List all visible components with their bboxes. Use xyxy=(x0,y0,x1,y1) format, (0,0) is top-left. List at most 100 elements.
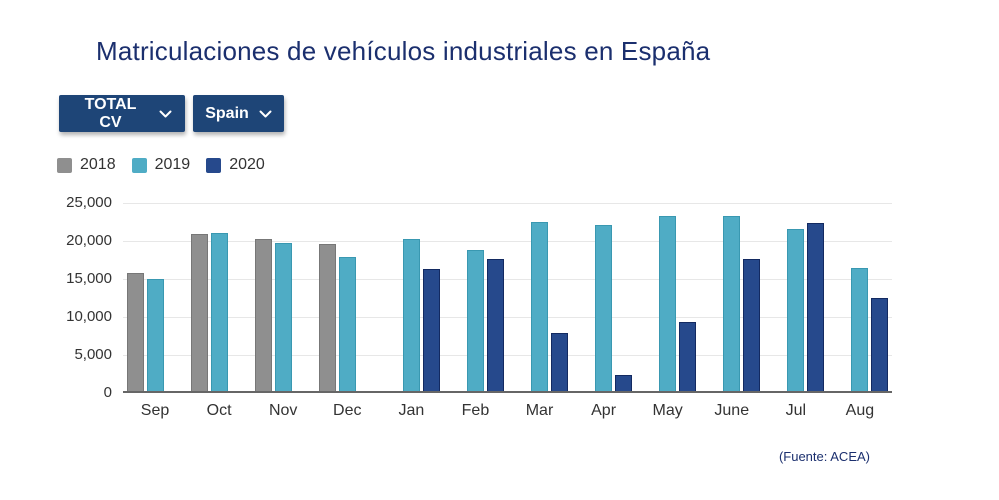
bar-2018-Dec[interactable] xyxy=(318,244,336,393)
country-dropdown-label: Spain xyxy=(205,104,249,122)
x-axis-labels: Sep Oct Nov Dec Jan Feb Mar Apr May June Jul Aug xyxy=(123,402,892,420)
bar-slot xyxy=(383,203,400,393)
bar-2019-June[interactable] xyxy=(723,215,741,393)
bar-group-Feb xyxy=(443,203,507,393)
bar-slot xyxy=(190,203,208,393)
bar-group-Jan xyxy=(379,203,443,393)
vehicle-type-dropdown-label: TOTAL CV xyxy=(84,95,137,131)
bar-group-Dec xyxy=(315,203,379,393)
bar-slot xyxy=(679,203,697,393)
x-tick-label: Jul xyxy=(785,402,807,419)
chevron-down-icon xyxy=(259,110,272,118)
vehicle-type-dropdown[interactable]: TOTAL CV xyxy=(59,95,185,132)
legend-label: 2019 xyxy=(154,156,191,173)
bar-2020-Aug[interactable] xyxy=(871,297,889,393)
bar-slot xyxy=(871,203,889,393)
gridline xyxy=(123,278,892,280)
bar-slot xyxy=(146,203,164,393)
bar-2020-Mar[interactable] xyxy=(551,333,568,393)
y-tick-label: 5,000 xyxy=(74,346,112,363)
bar-2019-Sep[interactable] xyxy=(146,278,164,393)
y-tick-label: 25,000 xyxy=(66,194,112,211)
bar-2019-Jan[interactable] xyxy=(402,239,420,393)
bar-slot xyxy=(447,203,464,393)
x-tick-label: Apr xyxy=(591,402,617,419)
bar-2018-Nov[interactable] xyxy=(254,239,272,393)
bar-2018-Sep[interactable] xyxy=(126,273,144,393)
bar-group-May xyxy=(636,203,700,393)
legend-swatch xyxy=(206,157,222,173)
legend-label: 2020 xyxy=(229,156,265,173)
x-tick-label: Aug xyxy=(845,402,875,419)
bar-group-June xyxy=(700,203,764,393)
bar-slot xyxy=(295,203,312,393)
gridline xyxy=(123,354,892,356)
bar-slot xyxy=(787,203,805,393)
bar-groups xyxy=(123,203,892,393)
bar-slot xyxy=(723,203,741,393)
bar-2020-June[interactable] xyxy=(743,258,761,393)
bar-slot xyxy=(831,203,848,393)
y-tick-label: 0 xyxy=(103,384,112,401)
x-tick-label: Dec xyxy=(333,402,362,419)
legend-item-2018[interactable]: 2018 xyxy=(57,156,116,174)
y-tick-label: 10,000 xyxy=(66,308,112,325)
bar-2019-Dec[interactable] xyxy=(338,256,356,393)
gridline xyxy=(123,202,892,204)
bar-2019-Aug[interactable] xyxy=(851,268,869,393)
bar-group-Oct xyxy=(187,203,251,393)
bar-2019-Jul[interactable] xyxy=(787,228,805,393)
legend-label: 2018 xyxy=(80,156,116,173)
bar-slot xyxy=(231,203,248,393)
bar-2019-Nov[interactable] xyxy=(274,242,292,393)
bar-slot xyxy=(551,203,568,393)
y-tick-label: 15,000 xyxy=(66,270,112,287)
bar-2019-Oct[interactable] xyxy=(210,233,228,393)
bar-slot xyxy=(851,203,869,393)
bar-2020-May[interactable] xyxy=(679,322,697,393)
bar-slot xyxy=(274,203,292,393)
gridline xyxy=(123,240,892,242)
bar-2020-Jul[interactable] xyxy=(807,223,825,393)
gridline xyxy=(123,316,892,318)
bar-2019-May[interactable] xyxy=(659,215,677,393)
legend-item-2019[interactable]: 2019 xyxy=(131,156,191,174)
bar-2020-Jan[interactable] xyxy=(422,269,440,393)
bar-slot xyxy=(210,203,228,393)
x-tick-label: June xyxy=(714,402,750,419)
bar-slot xyxy=(703,203,720,393)
bar-slot xyxy=(595,203,613,393)
bar-2019-Apr[interactable] xyxy=(595,224,613,393)
bar-slot xyxy=(639,203,656,393)
bar-slot xyxy=(402,203,420,393)
bar-slot xyxy=(486,203,504,393)
bar-group-Nov xyxy=(251,203,315,393)
bar-2019-Mar[interactable] xyxy=(531,221,548,393)
chevron-down-icon xyxy=(159,110,172,118)
bar-group-Jul xyxy=(764,203,828,393)
bar-group-Sep xyxy=(123,203,187,393)
bar-slot xyxy=(126,203,144,393)
bar-slot xyxy=(531,203,548,393)
x-axis-line xyxy=(123,391,892,393)
country-dropdown[interactable]: Spain xyxy=(193,95,284,132)
bar-group-Apr xyxy=(572,203,636,393)
bar-2018-Oct[interactable] xyxy=(190,234,208,393)
x-tick-label: Nov xyxy=(268,402,298,419)
bar-slot xyxy=(167,203,184,393)
legend-swatch xyxy=(57,157,72,173)
x-tick-label: Sep xyxy=(140,402,170,419)
bar-slot xyxy=(807,203,825,393)
x-tick-label: Jan xyxy=(398,402,425,419)
bar-group-Aug xyxy=(828,203,892,393)
x-tick-label: Mar xyxy=(525,402,554,419)
bar-slot xyxy=(254,203,272,393)
bar-slot xyxy=(338,203,356,393)
x-tick-label: Oct xyxy=(206,402,232,419)
bar-2020-Feb[interactable] xyxy=(486,259,504,393)
chart-legend: 2018 2019 2020 xyxy=(57,156,265,174)
legend-item-2020[interactable]: 2020 xyxy=(206,156,265,174)
bar-slot xyxy=(659,203,677,393)
bar-2019-Feb[interactable] xyxy=(466,250,484,393)
